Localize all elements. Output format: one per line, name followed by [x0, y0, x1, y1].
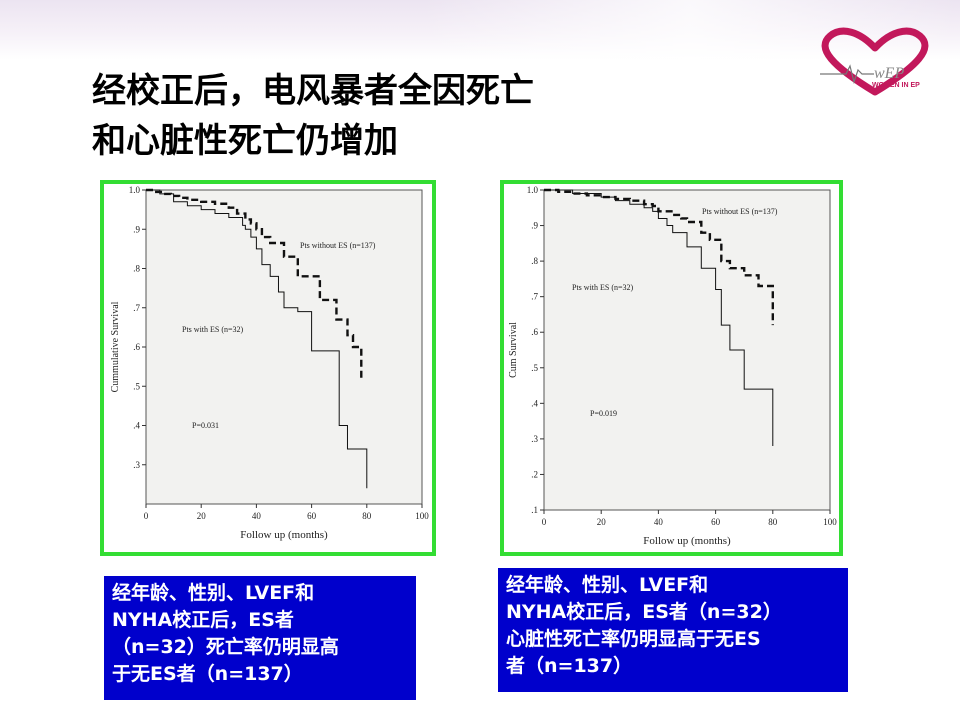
x-tick-label: 20 [197, 511, 207, 521]
series-line-without-es [146, 188, 363, 379]
x-axis-label: Follow up (months) [240, 529, 328, 541]
p-value-annotation: P=0.031 [192, 421, 219, 430]
x-tick-label: 80 [768, 517, 778, 527]
y-axis-label: Cum Survival [508, 322, 519, 378]
series-line-with-es [146, 189, 368, 489]
p-value-annotation: P=0.019 [590, 409, 617, 418]
y-tick-label: 1.0 [527, 185, 539, 195]
series-label: Pts with ES (n=32) [572, 283, 634, 292]
x-tick-label: 100 [415, 511, 429, 521]
y-tick-label: .9 [133, 224, 140, 234]
x-tick-label: 100 [823, 517, 837, 527]
y-tick-label: .4 [133, 421, 140, 431]
x-axis-label: Follow up (months) [643, 535, 731, 547]
caption-left-line-2: NYHA校正后，ES者 [112, 609, 294, 631]
y-tick-label: .3 [133, 460, 140, 470]
y-tick-label: .4 [531, 398, 538, 408]
survival-chart-svg-left: 1.0 .9 .8 .7 .6 .5 .4 .3 0 20 40 60 80 100 Follow up (… [110, 185, 429, 541]
y-tick-label: .5 [133, 381, 140, 391]
series-label: Pts without ES (n=137) [702, 207, 778, 216]
series-label: Pts without ES (n=137) [300, 241, 376, 250]
series-label: Pts with ES (n=32) [182, 325, 244, 334]
y-tick-label: .3 [531, 434, 538, 444]
logo-caption: WOMEN IN EP [872, 82, 920, 89]
women-in-ep-logo: wEP [820, 27, 929, 96]
x-tick-label: 0 [144, 511, 149, 521]
y-tick-label: .1 [531, 505, 538, 515]
caption-all-cause: 经年龄、性别、LVEF和 NYHA校正后，ES者 （n=32）死亡率仍明显高 于… [104, 576, 416, 700]
caption-right-line-1: 经年龄、性别、LVEF和 [506, 574, 709, 596]
caption-left-line-4: 于无ES者（n=137） [112, 663, 303, 685]
y-tick-label: .5 [531, 363, 538, 373]
caption-right-line-3: 心脏性死亡率仍明显高于无ES [506, 628, 761, 650]
x-tick-label: 0 [542, 517, 547, 527]
caption-left-line-1: 经年龄、性别、LVEF和 [112, 582, 315, 604]
y-tick-label: .2 [531, 469, 538, 479]
x-tick-label: 60 [711, 517, 721, 527]
caption-cardiac: 经年龄、性别、LVEF和 NYHA校正后，ES者（n=32） 心脏性死亡率仍明显… [498, 568, 848, 692]
slide-title: 经校正后，电风暴者全因死亡 和心脏性死亡仍增加 [92, 66, 534, 166]
x-tick-label: 40 [654, 517, 664, 527]
x-tick-label: 40 [252, 511, 262, 521]
x-tick-label: 80 [362, 511, 372, 521]
caption-left-line-3: （n=32）死亡率仍明显高 [112, 636, 339, 658]
y-tick-label: .8 [531, 256, 538, 266]
caption-right-line-4: 者（n=137） [506, 655, 633, 677]
header-gradient-band [0, 0, 960, 60]
svg-text:wEP: wEP [874, 65, 904, 82]
y-tick-label: .6 [531, 327, 538, 337]
series-line-with-es [544, 189, 774, 446]
y-tick-label: .6 [133, 342, 140, 352]
x-tick-label: 20 [597, 517, 607, 527]
y-axis-label: Cummulative Survival [110, 301, 121, 392]
y-tick-label: .9 [531, 221, 538, 231]
survival-chart-cardiac: 1.0 .9 .8 .7 .6 .5 .4 .3 .2 .1 0 20 40 60 80 100 Follow … [500, 180, 843, 556]
survival-chart-all-cause: 1.0 .9 .8 .7 .6 .5 .4 .3 0 20 40 60 80 100 Follow up (… [100, 180, 436, 556]
x-tick-label: 60 [307, 511, 317, 521]
survival-chart-svg-right: 1.0 .9 .8 .7 .6 .5 .4 .3 .2 .1 0 20 40 60 80 100 Follow … [508, 185, 837, 547]
y-tick-label: .8 [133, 264, 140, 274]
y-tick-label: .7 [133, 303, 140, 313]
y-tick-label: 1.0 [129, 185, 141, 195]
series-line-without-es [544, 188, 774, 326]
plot-area [145, 189, 423, 505]
slide-title-line-2: 和心脏性死亡仍增加 [92, 121, 398, 161]
y-tick-label: .7 [531, 292, 538, 302]
slide-title-line-1: 经校正后，电风暴者全因死亡 [92, 71, 534, 111]
caption-right-line-2: NYHA校正后，ES者（n=32） [506, 601, 782, 623]
